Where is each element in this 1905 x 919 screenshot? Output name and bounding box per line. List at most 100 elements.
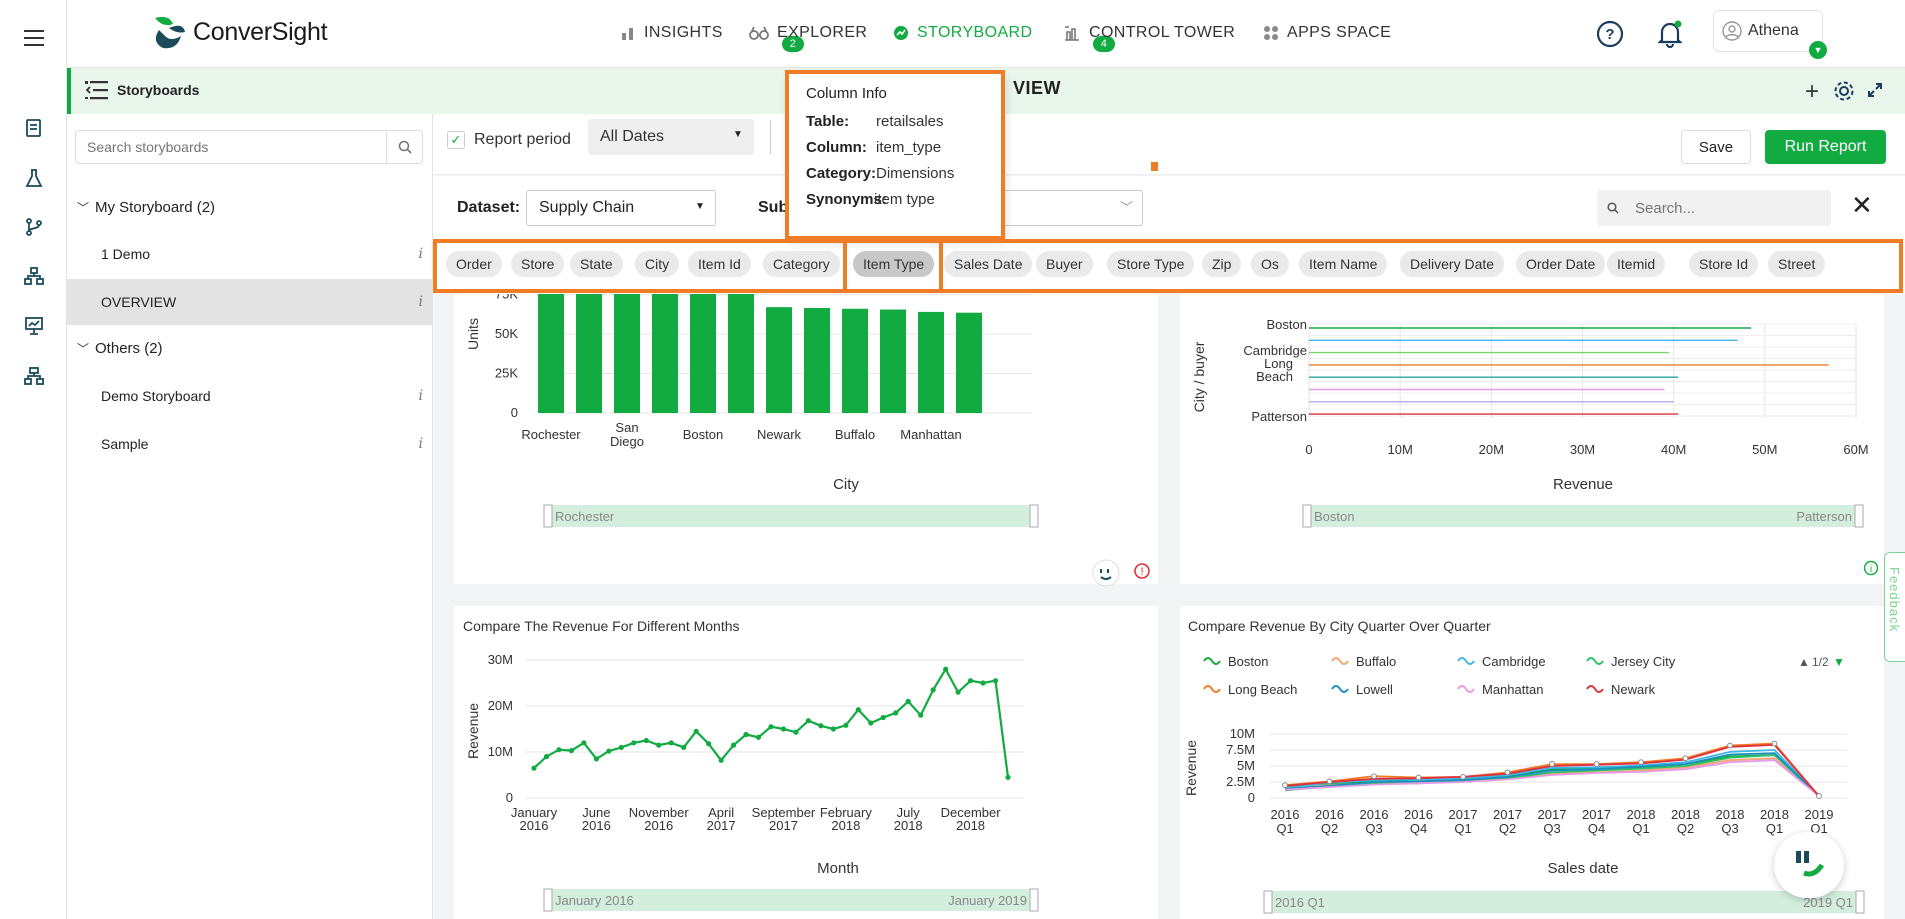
help-icon[interactable]: ? (1596, 20, 1624, 53)
storyboard-item-demo-storyboard[interactable]: Demo Storyboard i (67, 373, 433, 419)
data-point (668, 740, 674, 746)
x-tick-label: 60M (1843, 442, 1868, 457)
branch-icon[interactable] (22, 215, 46, 239)
x-tick-label: Diego (610, 434, 644, 449)
info-icon[interactable]: i (418, 246, 423, 262)
column-chip[interactable]: Buyer (1036, 251, 1093, 277)
run-report-button[interactable]: Run Report (1765, 130, 1886, 164)
save-button[interactable]: Save (1681, 130, 1751, 164)
sidebar-search-input[interactable] (76, 131, 386, 163)
report-period-checkbox[interactable]: ✓ (447, 131, 465, 149)
fullscreen-icon[interactable] (1867, 82, 1883, 103)
svg-text:?: ? (1605, 26, 1614, 43)
report-period-select[interactable]: All Dates ▼ (588, 119, 754, 155)
assistant-face-icon[interactable] (1092, 559, 1120, 592)
highlight-selected-chip (843, 239, 943, 293)
add-icon[interactable]: + (1805, 78, 1820, 105)
column-chip[interactable]: State (570, 251, 623, 277)
sub-dataset-select[interactable]: ﹀ (1003, 190, 1143, 226)
data-point (1727, 742, 1733, 749)
info-icon[interactable]: i (418, 388, 423, 404)
column-info-value: retailsales (876, 113, 944, 130)
column-chip[interactable]: Store Id (1689, 251, 1759, 277)
column-chip[interactable]: City (635, 251, 680, 277)
x-tick-label: 2018 (956, 818, 985, 833)
column-chip[interactable]: Zip (1202, 251, 1242, 277)
x-tick-label: 10M (1388, 442, 1413, 457)
storyboard-item-overview[interactable]: OVERVIEW i (67, 279, 433, 325)
column-chip[interactable]: Order (446, 251, 502, 277)
info-circle-icon[interactable]: i (1863, 560, 1879, 581)
user-dropdown-icon[interactable]: ▼ (1809, 41, 1827, 59)
column-chip[interactable]: Order Date (1516, 251, 1606, 277)
column-info-value: item type (874, 191, 935, 208)
group-others[interactable]: ﹀ Others (2) (67, 325, 433, 371)
hierarchy-icon[interactable] (22, 264, 46, 288)
zoom-slider-handle-left (1263, 890, 1273, 914)
dataset-value: Supply Chain (539, 199, 635, 216)
user-menu[interactable]: Athena ▼ (1713, 10, 1827, 59)
sidebar-search[interactable] (75, 130, 423, 164)
y-tick-label: 30M (488, 652, 513, 667)
x-tick-label: Q3 (1543, 821, 1560, 836)
column-chip[interactable]: Sales Date (944, 251, 1033, 277)
collapse-sidebar-icon[interactable] (85, 80, 109, 105)
storyboard-item-sample[interactable]: Sample i (67, 421, 433, 467)
x-tick-label: 2018 (1760, 807, 1789, 822)
column-chip[interactable]: Item Name (1299, 251, 1388, 277)
nav-insights-badge: 2 (782, 36, 804, 52)
org-chart-icon[interactable] (22, 364, 46, 388)
column-search-input[interactable] (1635, 190, 1825, 226)
search-icon[interactable] (386, 131, 423, 163)
feedback-tab[interactable]: Feedback (1884, 552, 1905, 662)
warning-info-icon[interactable]: ! (1133, 562, 1151, 585)
legend-label: Boston (1228, 654, 1268, 669)
x-tick-label: 2016 (1315, 807, 1344, 822)
column-search[interactable] (1597, 190, 1831, 226)
storyboard-item-label: OVERVIEW (101, 294, 177, 310)
hamburger-menu-icon[interactable] (22, 26, 46, 50)
legend-swatch (1203, 685, 1221, 693)
column-chip[interactable]: Delivery Date (1400, 251, 1505, 277)
column-chip[interactable]: Store (511, 251, 565, 277)
report-icon[interactable] (22, 116, 46, 140)
column-chip-selected[interactable]: Item Type (853, 251, 935, 277)
data-point (843, 722, 849, 728)
brand-logo[interactable]: ConverSight (149, 14, 328, 50)
column-chip[interactable]: Item Id (688, 251, 751, 277)
dataset-select[interactable]: Supply Chain ▼ (526, 190, 716, 226)
legend-swatch (1586, 657, 1604, 665)
storyboard-item-label: Sample (101, 436, 149, 452)
column-chip[interactable]: Store Type (1107, 251, 1195, 277)
zoom-slider-end-label: January 2019 (948, 893, 1027, 908)
gear-icon[interactable] (1833, 80, 1855, 107)
y-tick-label: 0 (511, 405, 518, 420)
group-my-storyboard[interactable]: ﹀ My Storyboard (2) (67, 184, 433, 230)
data-point (693, 728, 699, 734)
nav-insights[interactable]: INSIGHTS 2 (620, 20, 804, 52)
bar-cambridge (804, 307, 830, 413)
column-chip[interactable]: Itemid (1607, 251, 1666, 277)
y-axis-label: Revenue (465, 703, 481, 759)
nav-explorer[interactable]: EXPLORER (749, 20, 867, 46)
chart-title: Compare Revenue By City Quarter Over Qua… (1188, 618, 1491, 634)
storyboard-item-1-demo[interactable]: 1 Demo i (67, 231, 433, 277)
bar-boston (690, 286, 716, 413)
bar-lowell (576, 286, 602, 413)
info-icon[interactable]: i (418, 294, 423, 310)
svg-text:!: ! (1140, 566, 1143, 578)
chevron-down-icon: ﹀ (77, 341, 90, 356)
close-icon[interactable]: ✕ (1851, 190, 1873, 220)
info-icon[interactable]: i (418, 436, 423, 452)
presentation-icon[interactable] (22, 314, 46, 338)
notification-bell-icon[interactable] (1657, 20, 1683, 53)
column-chip[interactable]: Category (763, 251, 840, 277)
x-tick-label: 2019 (1805, 807, 1834, 822)
column-chip[interactable]: Street (1768, 251, 1826, 277)
column-chip[interactable]: Os (1251, 251, 1289, 277)
nav-control-tower[interactable]: CONTROL TOWER (1063, 20, 1235, 46)
flask-icon[interactable] (22, 166, 46, 190)
nav-storyboard[interactable]: STORYBOARD 4 (893, 20, 1115, 52)
chat-assistant-button[interactable] (1774, 832, 1844, 898)
nav-apps-space[interactable]: APPS SPACE (1263, 20, 1391, 46)
